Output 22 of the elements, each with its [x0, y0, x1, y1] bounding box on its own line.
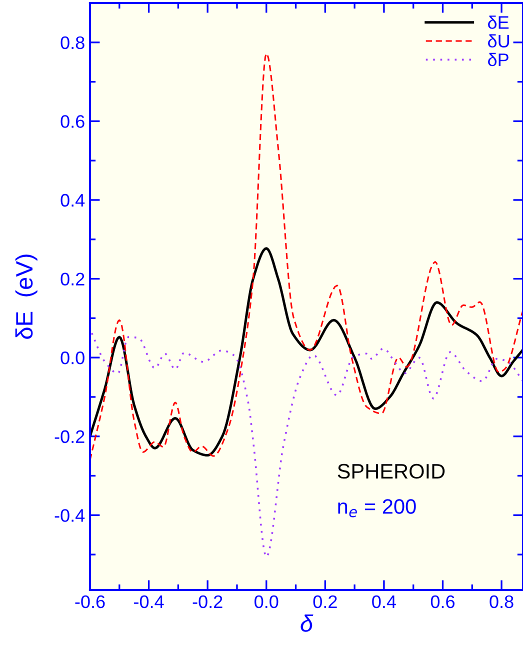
y-tick-label: 0.4: [60, 194, 85, 207]
legend-label: δP: [488, 52, 508, 66]
y-tick-label: 0.6: [60, 115, 84, 128]
x-tick-label: 0.2: [313, 595, 337, 608]
x-axis-title: δ: [300, 614, 314, 632]
legend-label: δU: [488, 34, 509, 48]
legend-label: δE: [488, 16, 509, 29]
x-tick-label: 0.0: [254, 595, 278, 608]
x-tick-label: -0.4: [134, 595, 164, 608]
x-tick-label: -0.6: [75, 595, 105, 608]
y-tick-label: -0.2: [54, 430, 84, 444]
x-tick-label: 0.8: [490, 595, 514, 608]
y-tick-label: 0.2: [60, 272, 84, 286]
annotation: n$_{e}$ = 200: [338, 499, 416, 518]
x-tick-label: 0.4: [372, 595, 396, 608]
x-tick-label: 0.6: [430, 595, 455, 608]
annotation: SPHEROID: [338, 464, 445, 479]
y-tick-label: -0.4: [54, 509, 85, 522]
y-axis-title: δE (eV): [15, 254, 38, 339]
y-tick-label: 0.0: [60, 352, 84, 364]
x-tick-label: -0.2: [192, 595, 222, 608]
y-tick-label: 0.8: [60, 36, 84, 50]
